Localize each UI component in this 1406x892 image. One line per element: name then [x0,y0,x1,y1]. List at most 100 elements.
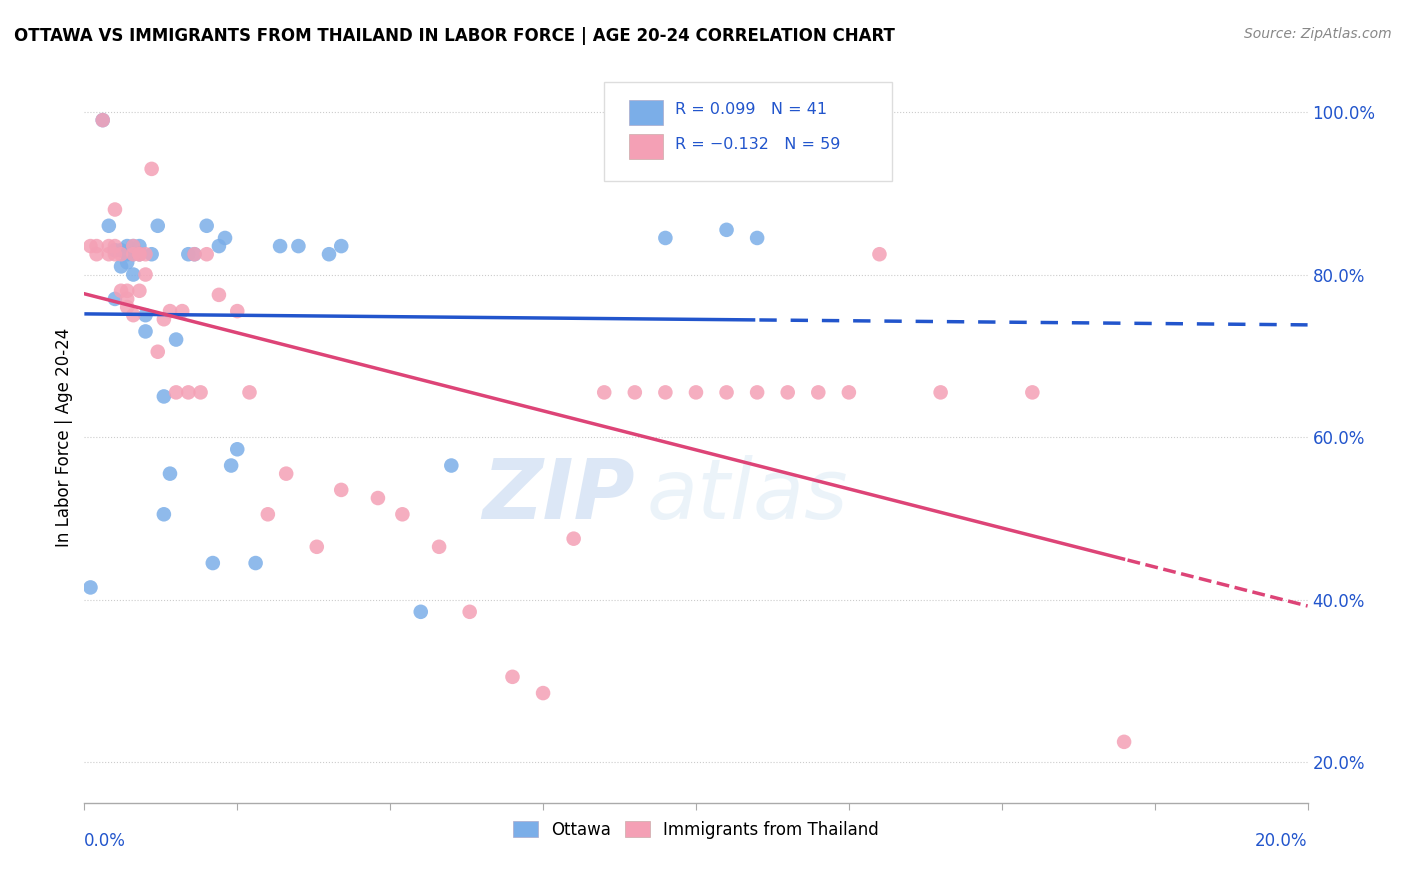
Point [409,605,432,619]
Point [654,231,676,245]
Point [747,231,769,245]
Point [110,260,132,274]
Text: ZIP: ZIP [482,455,636,536]
Text: OTTAWA VS IMMIGRANTS FROM THAILAND IN LABOR FORCE | AGE 20-24 CORRELATION CHART: OTTAWA VS IMMIGRANTS FROM THAILAND IN LA… [14,27,896,45]
Point [135,325,157,339]
Point [654,385,676,400]
Text: 20.0%: 20.0% [1256,832,1308,850]
Point [115,292,138,306]
Point [128,247,150,261]
Point [122,247,145,261]
Point [104,202,127,217]
Point [153,312,176,326]
Point [177,247,200,261]
Point [214,231,236,245]
Point [159,467,181,481]
Point [79,581,101,595]
Point [146,344,169,359]
Point [115,284,138,298]
Point [226,304,249,318]
Point [226,442,249,457]
Point [183,247,205,261]
Point [440,458,463,473]
Point [593,385,616,400]
Point [685,385,707,400]
Point [122,268,145,282]
Point [531,686,554,700]
Point [91,113,114,128]
Y-axis label: In Labor Force | Age 20-24: In Labor Force | Age 20-24 [55,327,73,547]
Point [86,239,108,253]
Point [869,247,891,261]
Point [330,239,353,253]
Point [1114,735,1136,749]
Point [1021,385,1043,400]
Point [122,239,145,253]
Point [91,113,114,128]
Point [122,308,145,322]
Point [104,292,127,306]
Point [79,239,101,253]
Point [219,458,242,473]
Point [624,385,647,400]
Point [135,308,157,322]
Legend: Ottawa, Immigrants from Thailand: Ottawa, Immigrants from Thailand [506,814,886,846]
Point [97,247,120,261]
FancyBboxPatch shape [628,100,664,125]
Point [146,219,169,233]
Point [141,161,163,176]
Point [104,247,127,261]
Point [287,239,309,253]
Point [165,385,187,400]
Point [172,304,194,318]
Point [128,284,150,298]
Point [97,239,120,253]
Point [330,483,353,497]
Point [128,247,150,261]
Text: R = 0.099   N = 41: R = 0.099 N = 41 [675,102,827,117]
Point [122,247,145,261]
Point [195,219,218,233]
Point [195,247,218,261]
Point [838,385,860,400]
Text: Source: ZipAtlas.com: Source: ZipAtlas.com [1244,27,1392,41]
Point [135,247,157,261]
Point [776,385,799,400]
Point [153,508,176,522]
Point [190,385,212,400]
Point [427,540,450,554]
Point [208,288,231,302]
Text: atlas: atlas [647,455,849,536]
Point [141,247,163,261]
Point [807,385,830,400]
Point [245,556,267,570]
Point [747,385,769,400]
Point [104,239,127,253]
Point [110,284,132,298]
FancyBboxPatch shape [605,82,891,181]
Point [716,385,738,400]
Point [115,300,138,314]
Point [97,219,120,233]
Point [122,239,145,253]
Point [269,239,291,253]
Point [208,239,231,253]
Point [201,556,224,570]
Point [165,333,187,347]
Point [562,532,585,546]
Point [183,247,205,261]
Point [177,385,200,400]
Point [502,670,524,684]
Point [276,467,298,481]
Point [115,247,138,261]
Point [110,243,132,257]
Point [318,247,340,261]
Point [305,540,328,554]
Point [257,508,280,522]
Point [716,223,738,237]
Point [153,389,176,403]
Point [135,268,157,282]
Point [110,247,132,261]
FancyBboxPatch shape [628,135,664,159]
Point [159,304,181,318]
